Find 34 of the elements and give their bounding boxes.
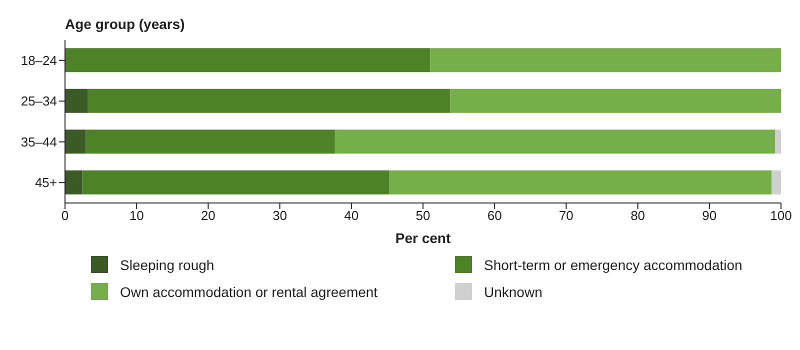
x-axis-title: Per cent <box>395 230 451 246</box>
x-tick-label: 70 <box>558 208 574 224</box>
legend-label: Short-term or emergency accommodation <box>484 256 742 272</box>
bar <box>772 170 781 194</box>
bar <box>65 130 86 154</box>
legend-label: Unknown <box>484 284 542 300</box>
x-tick-label: 30 <box>272 208 288 224</box>
x-tick-label: 10 <box>129 208 144 224</box>
x-tick-label: 0 <box>61 208 69 224</box>
y-tick-label: 18–24 <box>20 52 57 68</box>
bar <box>65 88 88 113</box>
bar <box>775 130 781 154</box>
bar <box>82 170 390 194</box>
y-tick-label: 45+ <box>34 175 57 190</box>
x-tick-label: 80 <box>630 208 646 224</box>
x-tick-label: 60 <box>487 208 502 224</box>
x-tick-label: 20 <box>200 208 216 224</box>
y-tick-label: 35–44 <box>20 134 57 150</box>
bar <box>86 130 335 154</box>
x-tick-label: 50 <box>416 208 430 224</box>
bar <box>88 88 450 113</box>
bar <box>430 48 781 72</box>
x-tick-label: 90 <box>702 208 717 224</box>
x-tick-label: 40 <box>344 208 359 224</box>
legend-label: Own accommodation or rental agreement <box>120 284 378 300</box>
y-tick-label: 25–34 <box>20 94 57 109</box>
legend-label: Sleeping rough <box>120 256 214 272</box>
bar <box>389 170 772 194</box>
y-axis-title: Age group (years) <box>65 16 185 32</box>
bar <box>334 130 776 154</box>
x-tick-label: 100 <box>770 208 792 224</box>
bar <box>65 170 82 194</box>
bar <box>450 88 781 113</box>
bar <box>65 48 430 72</box>
